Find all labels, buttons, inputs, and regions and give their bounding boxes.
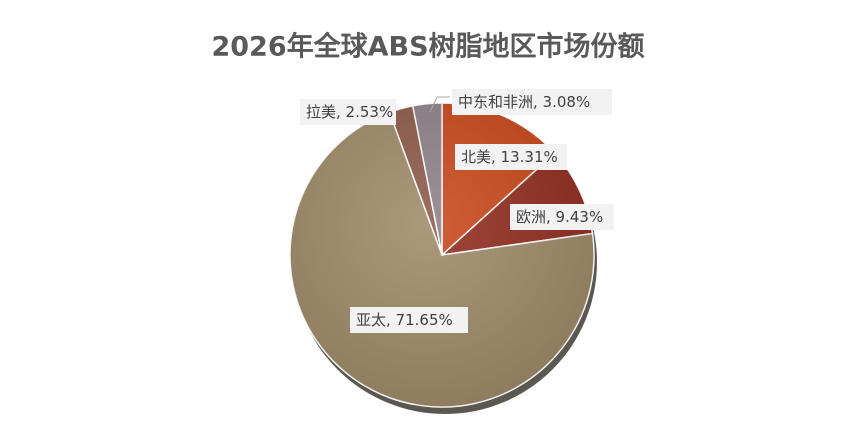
label-box [455,144,567,170]
label-box [300,99,396,125]
chart-title: 2026年全球ABS树脂地区市场份额 [211,31,644,63]
label-box [350,307,468,333]
label-value: , 3.08% [533,93,590,111]
data-label: 北美, 13.31% [461,148,558,166]
leader-line [429,96,450,113]
data-label: 欧洲, 9.43% [516,208,603,226]
label-box [452,89,612,115]
label-category: 亚太 [356,311,386,329]
label-category: 欧洲 [516,208,546,226]
label-value: , 71.65% [386,311,453,329]
label-value: , 9.43% [546,208,603,226]
label-value: , 2.53% [336,103,393,121]
label-category: 北美 [461,148,491,166]
label-value: , 13.31% [491,148,558,166]
label-category: 拉美 [306,103,336,121]
data-label: 中东和非洲, 3.08% [458,93,590,111]
data-label: 拉美, 2.53% [306,103,393,121]
label-category: 中东和非洲 [458,93,533,111]
data-label: 亚太, 71.65% [356,311,453,329]
label-box [510,204,614,230]
